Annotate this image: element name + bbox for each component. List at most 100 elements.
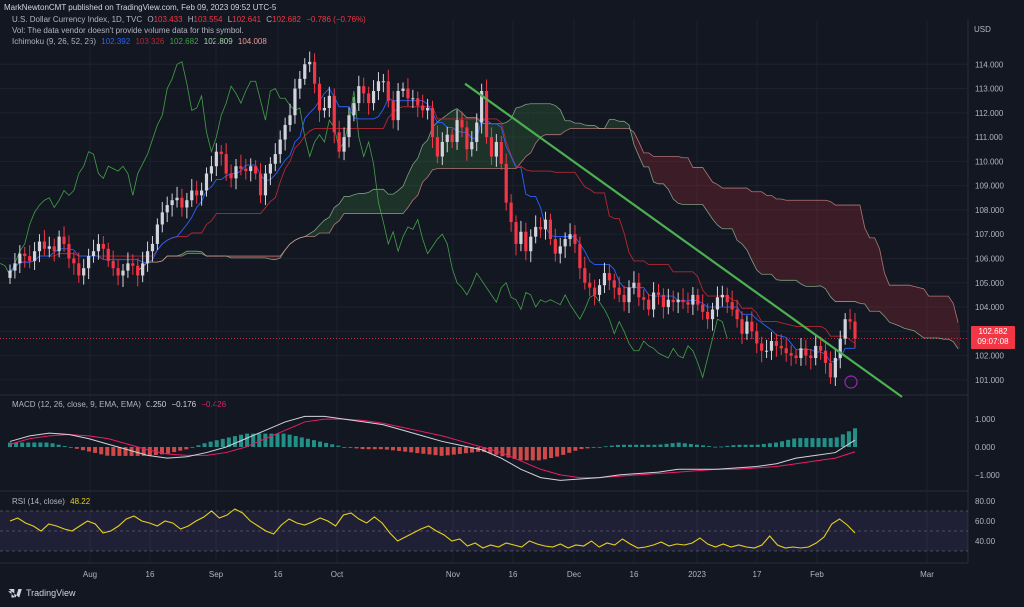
macd-histogram-bar	[609, 445, 614, 447]
tradingview-logo[interactable]: TradingView	[8, 588, 76, 598]
candle-body	[239, 166, 243, 169]
macd-histogram-bar	[196, 445, 201, 447]
macd-histogram-bar	[749, 444, 754, 447]
candle-body	[548, 219, 553, 240]
macd-histogram-bar	[792, 438, 797, 447]
macd-histogram-bar	[530, 447, 535, 461]
cloud-segment	[928, 296, 934, 338]
candle-body	[322, 107, 327, 111]
candle-body	[288, 115, 292, 125]
last-price-tag: 102.682 09:07:08	[971, 326, 1015, 349]
candle-body	[391, 100, 395, 121]
tradingview-icon	[8, 588, 22, 598]
cloud-segment	[609, 119, 615, 129]
macd-histogram-bar	[251, 433, 256, 447]
date-tick-label: Oct	[331, 570, 344, 579]
cloud-segment	[393, 190, 399, 214]
macd-histogram-bar	[111, 447, 116, 456]
candle-body	[848, 319, 852, 322]
cloud-segment	[692, 167, 698, 205]
candle-body	[352, 103, 356, 116]
cloud-segment	[933, 296, 939, 338]
macd-histogram-bar	[44, 442, 49, 447]
candle-body	[96, 243, 101, 252]
candle-body	[175, 197, 179, 201]
macd-histogram-bar	[621, 444, 626, 447]
macd-histogram-bar	[318, 441, 323, 447]
macd-histogram-bar	[524, 447, 529, 461]
date-tick-label: 16	[274, 570, 283, 579]
candle-body	[77, 263, 81, 276]
date-tick-label: 16	[630, 570, 639, 579]
candle-body	[195, 190, 199, 196]
cloud-segment	[845, 205, 851, 302]
macd-histogram-bar	[688, 443, 693, 447]
macd-histogram-bar	[694, 444, 699, 447]
cloud-segment	[909, 285, 914, 331]
macd-histogram-bar	[324, 442, 329, 447]
rsi-line	[9, 508, 856, 549]
macd-histogram-bar	[14, 442, 19, 447]
candle-body	[371, 90, 376, 104]
ichimoku-spanA-value: 102.809	[203, 37, 233, 46]
macd-title: MACD (12, 26, close, 9, EMA, EMA)	[12, 400, 141, 409]
macd-histogram-bar	[755, 444, 760, 447]
candle-body	[656, 292, 661, 295]
macd-line-value: −0.176	[171, 400, 197, 409]
cloud-segment	[958, 322, 960, 349]
macd-histogram-bar	[74, 447, 79, 449]
candle-body	[642, 297, 646, 300]
cloud-segment	[702, 167, 708, 212]
date-tick-label: Dec	[567, 570, 581, 579]
symbol-title[interactable]: U.S. Dollar Currency Index, 1D, TVC	[12, 15, 143, 24]
candle-body	[254, 166, 258, 174]
candle-body	[514, 222, 518, 244]
macd-histogram-bar	[731, 445, 736, 447]
cloud-segment	[407, 164, 413, 208]
cloud-segment	[447, 111, 453, 169]
ichimoku-chikou-value: 102.682	[169, 37, 199, 46]
macd-histogram-bar	[451, 447, 456, 455]
rsi-tick-label: 80.00	[975, 497, 996, 506]
rsi-tick-label: 60.00	[975, 517, 996, 526]
price-tick-label: 110.000	[975, 157, 1004, 166]
macd-histogram-bar	[652, 444, 657, 447]
candle-body	[450, 134, 454, 142]
macd-histogram-bar	[190, 447, 195, 448]
ichimoku-lines	[0, 61, 959, 379]
change-value: −0.786 (−0.76%)	[306, 15, 366, 24]
candle-body	[750, 321, 754, 332]
cloud-segment	[712, 182, 718, 226]
candle-body	[637, 282, 641, 298]
cloud-segment	[633, 132, 639, 156]
price-tick-label: 101.000	[975, 376, 1004, 385]
rsi-legend[interactable]: RSI (14, close) 48.22	[12, 497, 93, 506]
candle-body	[706, 311, 710, 320]
cloud-segment	[427, 127, 433, 178]
cloud-segment	[855, 205, 860, 304]
candle-body	[82, 268, 86, 276]
price-tick-label: 106.000	[975, 254, 1004, 263]
candle-body	[362, 86, 366, 94]
macd-legend[interactable]: MACD (12, 26, close, 9, EMA, EMA) 0.250 …	[12, 400, 229, 409]
cloud-segment	[683, 157, 688, 205]
cloud-segment	[835, 205, 841, 302]
cloud-segment	[948, 296, 954, 342]
macd-histogram-bar	[153, 447, 158, 455]
candle-body	[219, 151, 223, 155]
candle-body	[534, 226, 538, 237]
macd-histogram-bar	[208, 441, 213, 447]
open-value: 103.433	[153, 15, 183, 24]
candle-body	[401, 88, 405, 91]
macd-histogram-bar	[226, 437, 231, 447]
candle-body	[42, 241, 46, 249]
macd-histogram-bar	[56, 444, 61, 447]
volume-note: Vol: The data vendor doesn't provide vol…	[12, 26, 244, 35]
cloud-segment	[800, 200, 806, 287]
macd-histogram-bar	[141, 447, 146, 456]
candle-body	[57, 236, 61, 252]
candle-body	[617, 287, 621, 295]
cloud-segment	[840, 205, 846, 302]
cloud-segment	[324, 217, 330, 233]
